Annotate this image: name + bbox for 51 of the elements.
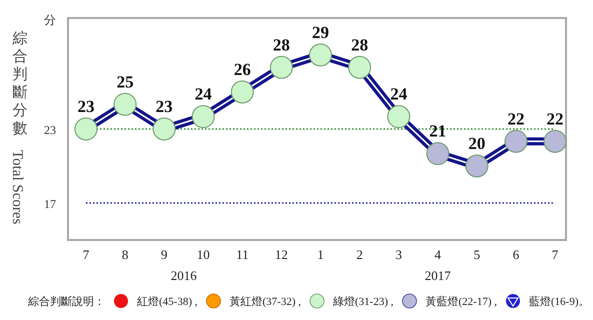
y-tick-label: 分 xyxy=(44,13,56,27)
y-tick-label: 17 xyxy=(44,197,56,211)
x-tick-label: 7 xyxy=(552,247,559,262)
point xyxy=(387,105,410,128)
x-tick-label: 1 xyxy=(317,247,324,262)
point xyxy=(192,105,215,128)
text: 2016 xyxy=(170,268,198,283)
data-label: 24 xyxy=(194,84,212,104)
point xyxy=(544,130,567,153)
text: 綜合判斷說明： xyxy=(27,295,105,308)
data-label: 20 xyxy=(468,134,486,153)
x-tick-label: 11 xyxy=(236,247,249,262)
data-label: 22 xyxy=(507,109,524,128)
data-label: 29 xyxy=(312,23,330,42)
text: 紅燈(45-38) , xyxy=(137,296,198,308)
x-tick-label: 7 xyxy=(82,247,90,262)
data-label: 21 xyxy=(429,122,446,141)
data-label: 23 xyxy=(77,97,94,116)
x-tick-label: 10 xyxy=(196,247,210,262)
text: 2017 xyxy=(424,268,452,283)
x-tick-label: 12 xyxy=(274,247,288,262)
point xyxy=(426,142,450,166)
data-label: 23 xyxy=(156,97,173,116)
x-tick-label: 5 xyxy=(474,247,480,262)
point xyxy=(270,56,293,79)
point xyxy=(230,80,254,104)
data-label: 22 xyxy=(546,109,564,128)
data-label: 28 xyxy=(272,35,290,54)
y-axis-title: 綜合判斷分數 Total Scores xyxy=(9,31,28,224)
text: 綠燈(31-23) , xyxy=(332,295,394,308)
point xyxy=(465,154,488,178)
data-label: 26 xyxy=(234,60,251,79)
x-tick-label: 2 xyxy=(356,247,363,262)
x-tick-label: 4 xyxy=(434,247,442,262)
text: 黃紅燈(37-32) , xyxy=(230,295,302,308)
data-label: 28 xyxy=(351,35,368,54)
data-label: 24 xyxy=(390,84,408,104)
x-tick-label: 6 xyxy=(512,247,520,262)
point xyxy=(74,118,98,140)
point xyxy=(152,118,176,140)
y-tick-label: 23 xyxy=(44,123,56,137)
point xyxy=(114,92,137,116)
x-tick-label: 3 xyxy=(395,247,402,262)
text: 藍燈(16-9)。 xyxy=(529,295,590,308)
point xyxy=(504,130,528,153)
text: 黃藍燈(22-17) , xyxy=(426,295,498,308)
point xyxy=(309,44,332,66)
data-label: 25 xyxy=(116,72,134,92)
x-tick-label: 9 xyxy=(160,247,168,262)
point xyxy=(348,56,372,79)
x-tick-label: 8 xyxy=(122,247,128,262)
